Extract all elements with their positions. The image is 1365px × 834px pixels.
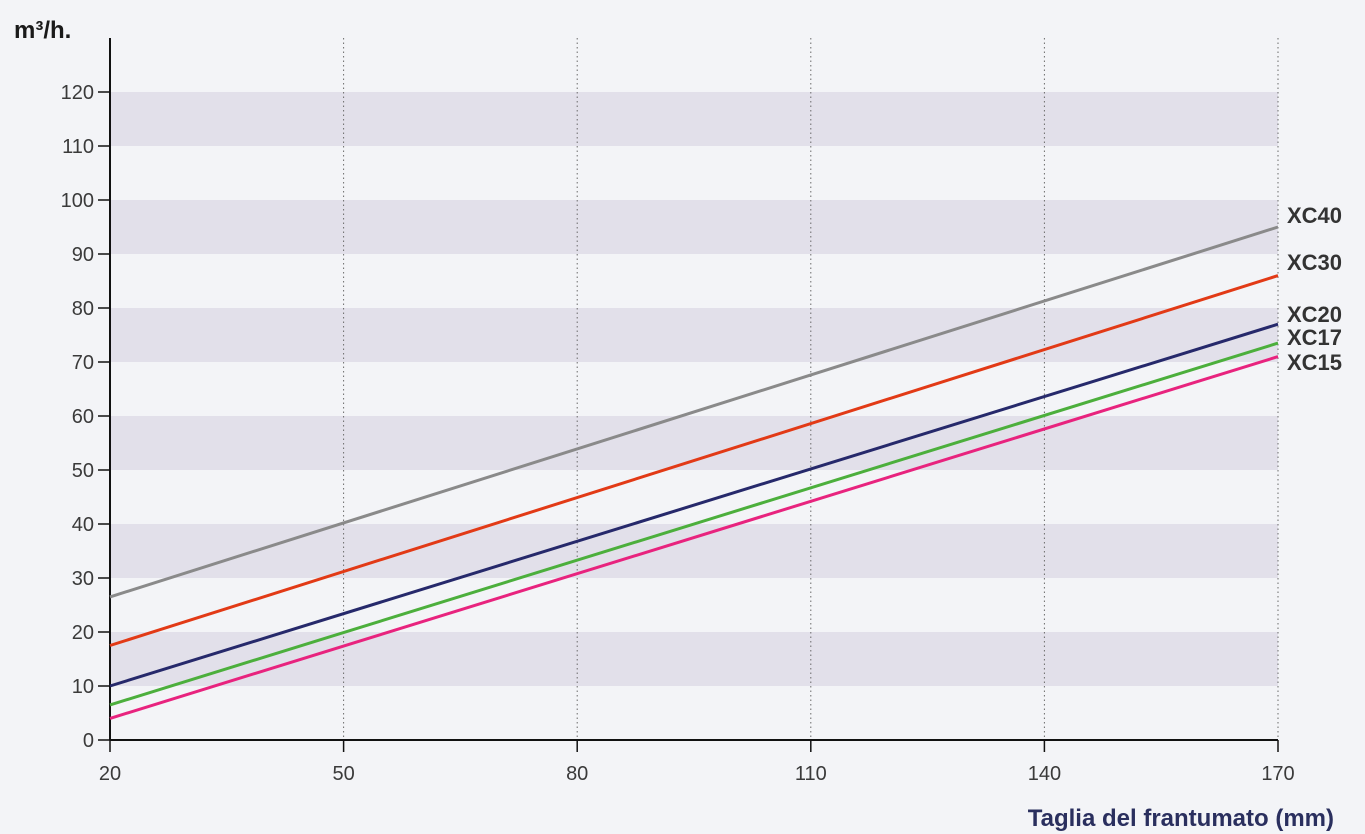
- y-tick-label: 90: [72, 244, 94, 266]
- series-line-xc20: [109, 322, 1279, 688]
- series-line-xc40: [109, 225, 1279, 599]
- x-tick-label: 140: [1028, 763, 1061, 785]
- grid-band: [110, 524, 1278, 578]
- series-label-xc15: XC15: [1287, 350, 1342, 375]
- y-tick-label: 20: [72, 622, 94, 644]
- y-tick-label: 120: [61, 82, 94, 104]
- series-line-xc30: [109, 274, 1279, 647]
- y-tick-label: 50: [72, 460, 94, 482]
- x-tick-label: 110: [795, 763, 827, 785]
- series-line-xc17: [109, 341, 1279, 707]
- x-tick-label: 170: [1261, 763, 1294, 785]
- series-label-xc17: XC17: [1287, 325, 1342, 350]
- y-tick-label: 80: [72, 298, 94, 320]
- series-label-xc20: XC20: [1287, 302, 1342, 327]
- y-tick-label: 100: [61, 190, 94, 212]
- y-ticks: 0 10 20 30 40 50 60 70 80 90 100 110 120: [61, 82, 110, 752]
- x-axis-label: Taglia del frantumato (mm): [1028, 805, 1334, 832]
- series-lines: [109, 225, 1279, 720]
- series-label-xc40: XC40: [1287, 203, 1342, 228]
- x-tick-label: 80: [566, 763, 588, 785]
- series-line-xc15: [109, 355, 1279, 720]
- grid-band: [110, 632, 1278, 686]
- grid-band: [110, 200, 1278, 254]
- x-tick-label: 50: [332, 763, 354, 785]
- y-tick-label: 40: [72, 514, 94, 536]
- x-tick-label: 20: [99, 763, 121, 785]
- vertical-gridlines: [343, 38, 1279, 740]
- y-tick-label: 70: [72, 352, 94, 374]
- y-tick-label: 30: [72, 568, 94, 590]
- y-axis-label: m³/h.: [14, 17, 71, 44]
- axes: [109, 38, 1278, 741]
- y-tick-label: 0: [83, 730, 94, 752]
- y-tick-label: 60: [72, 406, 94, 428]
- y-tick-label: 10: [72, 676, 94, 698]
- series-label-xc30: XC30: [1287, 250, 1342, 275]
- grid-band: [110, 92, 1278, 146]
- y-tick-label: 110: [62, 136, 94, 158]
- grid-bands: [110, 92, 1278, 686]
- grid-band: [110, 308, 1278, 362]
- x-ticks: 20 50 80 110 140 170: [99, 740, 1295, 785]
